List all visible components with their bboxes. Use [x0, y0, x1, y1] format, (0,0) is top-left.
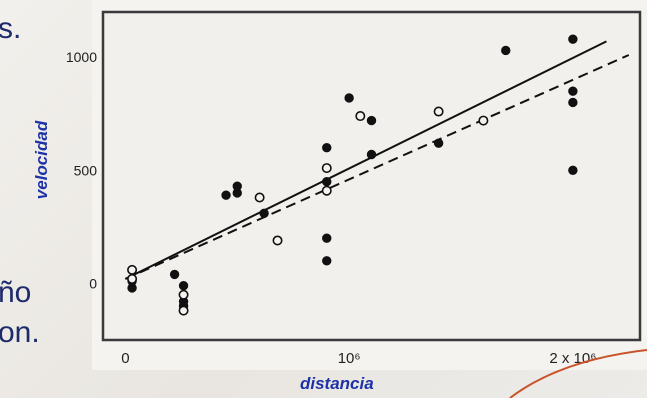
plot-frame — [101, 10, 642, 342]
data-point-filled — [433, 138, 444, 148]
data-point-open — [178, 289, 189, 300]
y-tick-label: 0 — [89, 275, 97, 291]
data-point-filled — [568, 34, 578, 44]
data-point-filled — [322, 233, 332, 243]
x-tick-label: 2 x 10⁶ — [549, 350, 596, 367]
y-axis-title: velocidad — [32, 120, 51, 200]
data-point-filled — [259, 208, 269, 219]
data-point-open — [127, 264, 138, 275]
slide-text-fragment: s. — [0, 12, 22, 45]
data-point-filled — [568, 97, 578, 108]
data-point-filled — [322, 256, 332, 266]
decorative-swoosh — [509, 349, 647, 398]
data-point-filled — [178, 281, 189, 291]
data-point-filled — [568, 86, 578, 96]
data-point-open — [254, 192, 265, 203]
slide-text-fragment: ño — [0, 276, 32, 309]
x-tick-label: 10⁶ — [338, 350, 361, 367]
fit-line-dashed — [124, 54, 630, 280]
data-point-filled — [568, 165, 578, 176]
data-point-open — [355, 111, 366, 122]
data-point-filled — [366, 115, 377, 126]
data-point-open — [178, 305, 189, 316]
data-point-filled — [221, 190, 231, 200]
fit-line-solid — [124, 40, 607, 280]
data-point-open — [433, 106, 444, 117]
data-point-filled — [344, 93, 354, 103]
data-point-filled — [366, 149, 377, 160]
x-axis-title: distancia — [300, 374, 374, 393]
x-tick-label: 0 — [121, 350, 129, 367]
data-point-filled — [322, 176, 332, 187]
data-point-open — [272, 235, 283, 246]
data-point-filled — [322, 143, 332, 153]
data-point-open — [321, 185, 332, 196]
data-point-open — [478, 115, 489, 126]
data-point-filled — [232, 181, 242, 191]
slide-text-fragment: on. — [0, 316, 40, 349]
y-tick-label: 1000 — [66, 49, 97, 65]
y-tick-label: 500 — [74, 162, 98, 178]
data-point-open — [321, 163, 332, 174]
data-point-filled — [501, 45, 511, 56]
data-point-open — [127, 273, 138, 284]
data-point-filled — [169, 269, 180, 280]
